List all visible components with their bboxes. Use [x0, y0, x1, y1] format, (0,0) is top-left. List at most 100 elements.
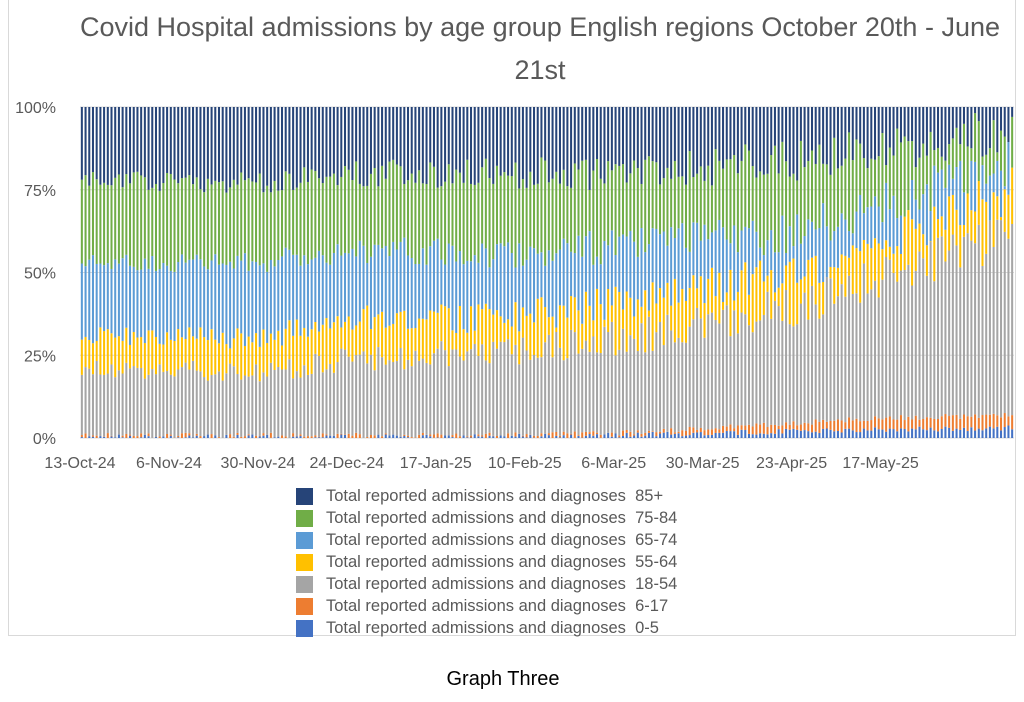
- bar-segment: [929, 242, 932, 418]
- legend-label: Total reported admissions and diagnoses …: [326, 530, 678, 549]
- bar-segment: [933, 430, 936, 438]
- bar-segment: [818, 107, 821, 145]
- bar-segment: [158, 364, 161, 437]
- bar-segment: [929, 211, 932, 242]
- bar-segment: [547, 433, 550, 436]
- bar-segment: [117, 370, 120, 435]
- bar-segment: [892, 419, 895, 430]
- bar-segment: [777, 287, 780, 307]
- bar-segment: [366, 305, 369, 364]
- bar-segment: [859, 251, 862, 303]
- bar-segment: [321, 437, 324, 438]
- bar-segment: [406, 180, 410, 256]
- bar-segment: [310, 169, 313, 260]
- bar-segment: [488, 309, 491, 364]
- figure-caption: Graph Three: [446, 668, 560, 690]
- bar-segment: [340, 107, 343, 177]
- bar-segment: [562, 360, 565, 432]
- bar-segment: [388, 360, 391, 436]
- bar-segment: [596, 107, 599, 159]
- bar-segment: [262, 263, 265, 330]
- bar-segment: [129, 344, 132, 369]
- bar-segment: [610, 432, 613, 437]
- bar-segment: [299, 377, 302, 435]
- legend-label: Total reported admissions and diagnoses …: [326, 574, 678, 593]
- bar-segment: [195, 107, 198, 178]
- bar-segment: [922, 234, 925, 259]
- bar-segment: [362, 309, 365, 352]
- bar-segment: [659, 184, 662, 235]
- bar-segment: [158, 107, 161, 191]
- bar-segment: [418, 434, 421, 438]
- bar-segment: [1007, 425, 1010, 438]
- bar-segment: [985, 414, 988, 429]
- bar-segment: [903, 107, 906, 137]
- bar-segment: [792, 246, 795, 259]
- bar-segment: [918, 107, 921, 158]
- bar-segment: [325, 434, 328, 436]
- bar-segment: [670, 330, 673, 429]
- bar-segment: [499, 243, 502, 317]
- bar-segment: [907, 416, 910, 432]
- bar-segment: [507, 242, 510, 320]
- bar-segment: [577, 353, 580, 436]
- bar-segment: [781, 141, 784, 216]
- bar-segment: [355, 325, 358, 356]
- bar-segment: [618, 349, 621, 436]
- bar-segment: [751, 220, 754, 275]
- bar-segment: [236, 434, 239, 438]
- bar-segment: [347, 316, 350, 357]
- bar-segment: [88, 436, 91, 438]
- bar-segment: [844, 219, 847, 256]
- bar-segment: [859, 143, 862, 195]
- bar-segment: [451, 437, 454, 438]
- bar-segment: [710, 312, 713, 430]
- bar-segment: [214, 339, 217, 375]
- bar-segment: [229, 261, 232, 349]
- bar-segment: [714, 230, 717, 297]
- bar-segment: [877, 107, 880, 157]
- bar-segment: [985, 201, 988, 254]
- bar-segment: [103, 436, 106, 438]
- bar-segment: [192, 437, 195, 438]
- bar-segment: [651, 282, 654, 351]
- bar-segment: [540, 297, 543, 358]
- bar-segment: [358, 183, 361, 241]
- bar-segment: [588, 305, 591, 352]
- bar-segment: [436, 187, 439, 239]
- bar-segment: [332, 252, 335, 323]
- bar-segment: [429, 364, 432, 435]
- bar-segment: [718, 323, 721, 430]
- bar-segment: [599, 304, 602, 354]
- bar-segment: [770, 433, 773, 438]
- bar-segment: [347, 433, 350, 438]
- bar-segment: [503, 342, 506, 437]
- bar-segment: [266, 434, 269, 438]
- bar-segment: [833, 231, 836, 268]
- legend-item: Total reported admissions and diagnoses …: [296, 595, 816, 617]
- bar-segment: [284, 369, 287, 437]
- bar-segment: [481, 435, 484, 437]
- x-tick-label: 10-Feb-25: [488, 455, 562, 472]
- bar-segment: [599, 178, 602, 265]
- bar-segment: [351, 361, 354, 436]
- bar-segment: [395, 164, 398, 250]
- bar-segment: [455, 261, 458, 333]
- bar-segment: [154, 107, 157, 184]
- bar-segment: [414, 328, 417, 351]
- bar-segment: [514, 432, 517, 437]
- bar-segment: [395, 249, 398, 314]
- bar-segment: [866, 430, 869, 438]
- bar-segment: [121, 258, 124, 341]
- bar-segment: [899, 142, 902, 216]
- bar-segment: [418, 263, 421, 319]
- bar-segment: [507, 339, 510, 434]
- bar-segment: [173, 107, 176, 180]
- bar-segment: [1003, 427, 1006, 438]
- bar-segment: [911, 219, 914, 286]
- bar-segment: [273, 180, 276, 267]
- bar-segment: [970, 240, 973, 417]
- bar-segment: [792, 428, 795, 438]
- bar-segment: [243, 107, 246, 181]
- bar-segment: [473, 330, 476, 344]
